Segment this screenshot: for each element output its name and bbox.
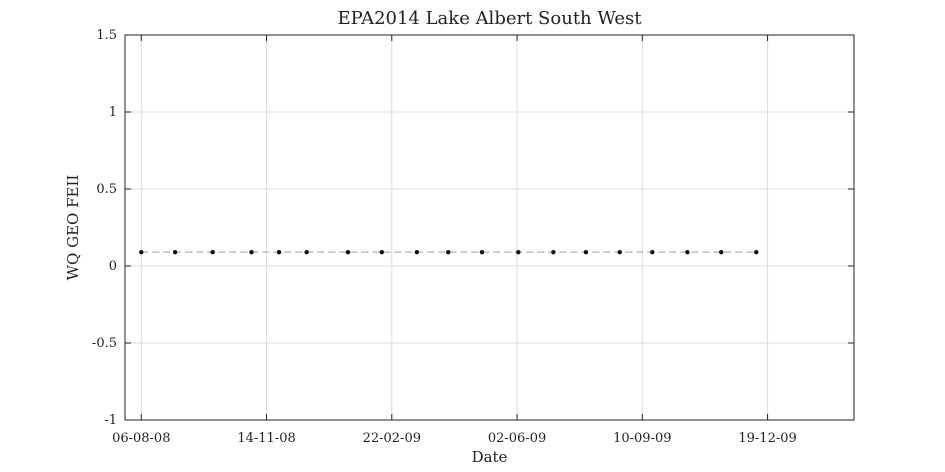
data-point	[304, 250, 308, 254]
data-point	[650, 250, 654, 254]
series-layer	[139, 250, 758, 254]
y-tick-label: 1	[109, 105, 117, 120]
y-tick-label: -1	[104, 413, 117, 428]
data-point	[719, 250, 723, 254]
data-point	[139, 250, 143, 254]
data-point	[551, 250, 555, 254]
data-point	[480, 250, 484, 254]
y-axis-label: WQ GEO FEII	[64, 175, 82, 281]
data-point	[685, 250, 689, 254]
data-point	[516, 250, 520, 254]
data-point	[584, 250, 588, 254]
chart-title: EPA2014 Lake Albert South West	[337, 8, 642, 29]
data-point	[210, 250, 214, 254]
data-point	[415, 250, 419, 254]
ticks: -1 -0.5 0 0.5 1 1.5 06-08-08 14-11-08 22-02-09 02…	[92, 28, 854, 446]
data-point	[249, 250, 253, 254]
y-tick-label: -0.5	[92, 336, 117, 351]
plot-frame	[125, 35, 854, 420]
data-point	[346, 250, 350, 254]
data-point	[173, 250, 177, 254]
x-tick-label: 02-06-09	[488, 431, 546, 446]
data-point	[618, 250, 622, 254]
x-axis-label: Date	[472, 448, 508, 466]
data-point	[277, 250, 281, 254]
x-tick-label: 22-02-09	[363, 431, 421, 446]
y-tick-label: 0.5	[96, 182, 117, 197]
x-tick-label: 10-09-09	[613, 431, 671, 446]
x-tick-label: 19-12-09	[738, 431, 796, 446]
data-point	[446, 250, 450, 254]
y-tick-label: 1.5	[96, 28, 117, 43]
grid	[125, 35, 854, 420]
data-point	[380, 250, 384, 254]
x-tick-label: 14-11-08	[237, 431, 295, 446]
y-tick-label: 0	[109, 259, 117, 274]
data-point	[754, 250, 758, 254]
x-tick-label: 06-08-08	[112, 431, 170, 446]
